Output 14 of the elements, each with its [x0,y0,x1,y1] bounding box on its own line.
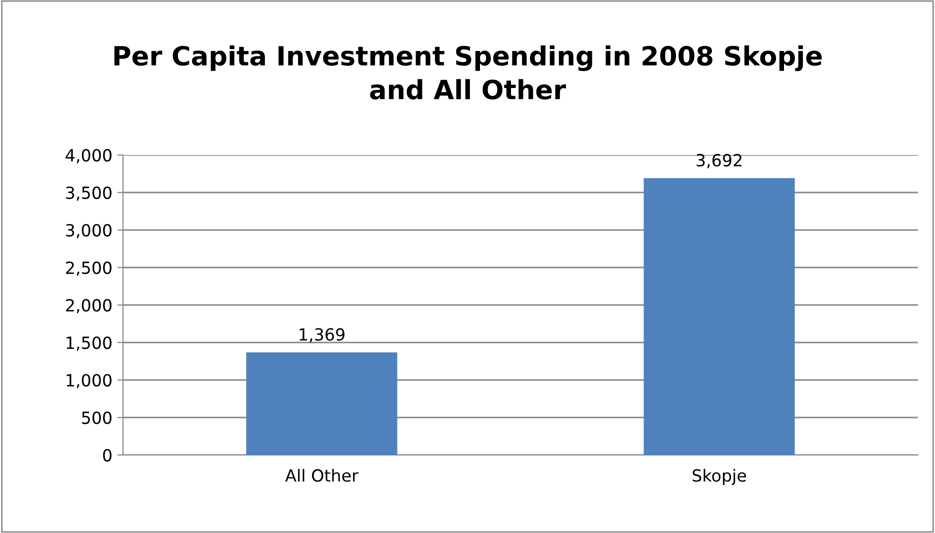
y-tick-label: 4,000 [66,148,112,164]
y-tick-label: 2,000 [66,298,112,314]
y-tick-label: 3,000 [66,224,112,238]
y-tick-label: 0 [103,448,112,462]
y-tick-label: 2,500 [66,261,112,276]
x-tick-label: All Other [285,468,358,482]
y-tick-label: 1,000 [66,374,112,388]
y-tick-label: 3,500 [66,186,112,201]
x-tick-label: Skopje [692,468,746,486]
data-label: 1,369 [300,328,344,342]
chart-title: Per Capita Investment Spending in 2008 Skopje and All Other [114,45,822,100]
data-label: 3,692 [696,154,742,168]
y-tick-label: 500 [82,411,112,424]
y-tick-label: 1,500 [66,336,112,351]
